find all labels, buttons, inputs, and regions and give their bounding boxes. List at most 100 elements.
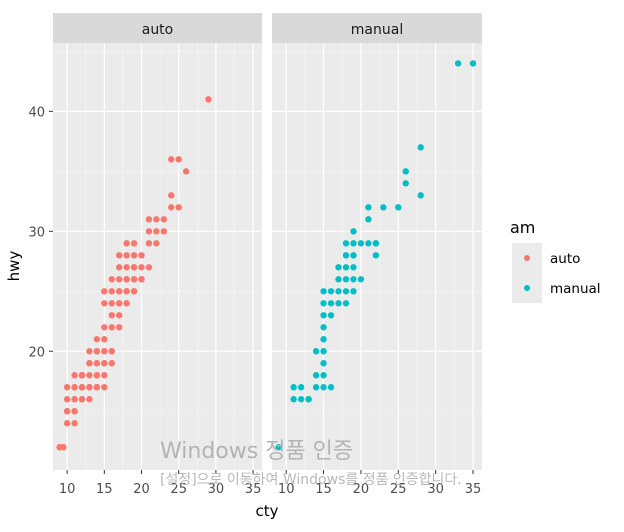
data-point-auto <box>182 168 190 175</box>
data-point-manual <box>320 288 327 295</box>
data-point-manual <box>417 192 424 199</box>
data-point-auto <box>108 288 115 295</box>
data-point-auto <box>145 264 153 271</box>
data-point-auto <box>101 336 108 343</box>
data-point-auto <box>145 240 153 247</box>
data-point-auto <box>123 252 130 259</box>
data-point-manual <box>365 204 372 211</box>
data-point-auto <box>116 312 123 319</box>
data-point-manual <box>312 372 320 379</box>
data-point-manual <box>350 240 357 247</box>
data-point-manual <box>350 276 357 283</box>
data-point-auto <box>153 240 160 247</box>
data-point-auto <box>160 216 168 223</box>
x-tick-label: 10 <box>278 482 295 497</box>
y-axis-title: hwy <box>5 251 23 282</box>
data-point-auto <box>116 264 123 271</box>
data-point-auto <box>86 384 93 391</box>
data-point-manual <box>327 288 335 295</box>
data-point-manual <box>335 276 342 283</box>
data-point-manual <box>350 288 357 295</box>
data-point-manual <box>350 228 357 235</box>
data-point-auto <box>205 96 212 103</box>
data-point-manual <box>402 168 409 175</box>
strip-background-manual <box>272 13 482 43</box>
data-point-manual <box>402 180 409 187</box>
strip-label-auto: auto <box>142 22 174 38</box>
data-point-auto <box>145 228 153 235</box>
data-point-auto <box>63 396 71 403</box>
data-point-auto <box>86 372 93 379</box>
data-point-manual <box>327 312 335 319</box>
data-point-manual <box>342 276 350 283</box>
data-point-manual <box>320 324 327 331</box>
data-point-auto <box>78 372 86 379</box>
data-point-auto <box>71 420 78 427</box>
data-point-manual <box>357 276 365 283</box>
data-point-manual <box>469 60 477 67</box>
data-point-auto <box>123 300 130 307</box>
data-point-auto <box>168 204 175 211</box>
y-axis: 20 30 40 <box>28 105 53 360</box>
x-tick-label: 30 <box>427 482 444 497</box>
data-point-auto <box>101 384 108 391</box>
y-tick-label: 20 <box>28 345 45 360</box>
data-point-auto <box>71 384 78 391</box>
data-point-manual <box>320 312 327 319</box>
data-point-auto <box>93 336 101 343</box>
x-tick-label: 35 <box>465 482 482 497</box>
data-point-manual <box>395 204 402 211</box>
data-point-auto <box>130 288 138 295</box>
x-tick-label: 25 <box>390 482 407 497</box>
data-point-auto <box>86 360 93 367</box>
data-point-manual <box>290 384 297 391</box>
windows-activation-watermark: Windows 정품 인증 [설정]으로 이동하여 Windows를 정품 인증… <box>160 439 462 488</box>
data-point-auto <box>63 420 71 427</box>
data-point-auto <box>123 276 130 283</box>
x-tick-label: 30 <box>208 482 225 497</box>
data-point-manual <box>290 396 297 403</box>
watermark-title: Windows 정품 인증 <box>160 439 353 464</box>
panel-manual <box>272 43 482 470</box>
data-point-manual <box>320 384 327 391</box>
data-point-auto <box>138 252 145 259</box>
data-point-auto <box>160 228 168 235</box>
data-point-manual <box>372 240 380 247</box>
data-point-auto <box>138 276 145 283</box>
data-point-auto <box>175 204 182 211</box>
data-point-manual <box>342 252 350 259</box>
facet-strip-manual: manual <box>272 13 482 43</box>
x-tick-label: 20 <box>353 482 370 497</box>
data-point-auto <box>93 372 101 379</box>
legend-title: am <box>510 218 535 237</box>
legend-label-auto: auto <box>550 251 580 267</box>
data-point-auto <box>108 348 115 355</box>
data-point-manual <box>312 384 320 391</box>
data-point-manual <box>297 384 305 391</box>
data-point-manual <box>320 348 327 355</box>
data-point-manual <box>335 264 342 271</box>
y-tick-label: 40 <box>28 105 45 120</box>
data-point-manual <box>320 360 327 367</box>
data-point-manual <box>372 252 380 259</box>
data-point-auto <box>78 384 86 391</box>
data-point-auto <box>130 252 138 259</box>
data-point-auto <box>116 252 123 259</box>
data-point-auto <box>63 384 71 391</box>
data-point-auto <box>86 396 93 403</box>
data-point-auto <box>93 348 101 355</box>
data-point-auto <box>153 216 160 223</box>
data-point-auto <box>168 156 175 163</box>
x-axis: 10 15 20 25 30 35 10 15 20 25 30 35 <box>59 470 481 497</box>
data-point-auto <box>101 360 108 367</box>
data-point-auto <box>130 264 138 271</box>
data-point-auto <box>108 324 115 331</box>
data-point-auto <box>153 228 160 235</box>
data-point-manual <box>342 300 350 307</box>
data-point-auto <box>138 264 145 271</box>
data-point-auto <box>101 348 108 355</box>
data-point-auto <box>71 396 78 403</box>
x-tick-label: 15 <box>315 482 332 497</box>
data-point-auto <box>101 300 108 307</box>
data-point-manual <box>357 240 365 247</box>
